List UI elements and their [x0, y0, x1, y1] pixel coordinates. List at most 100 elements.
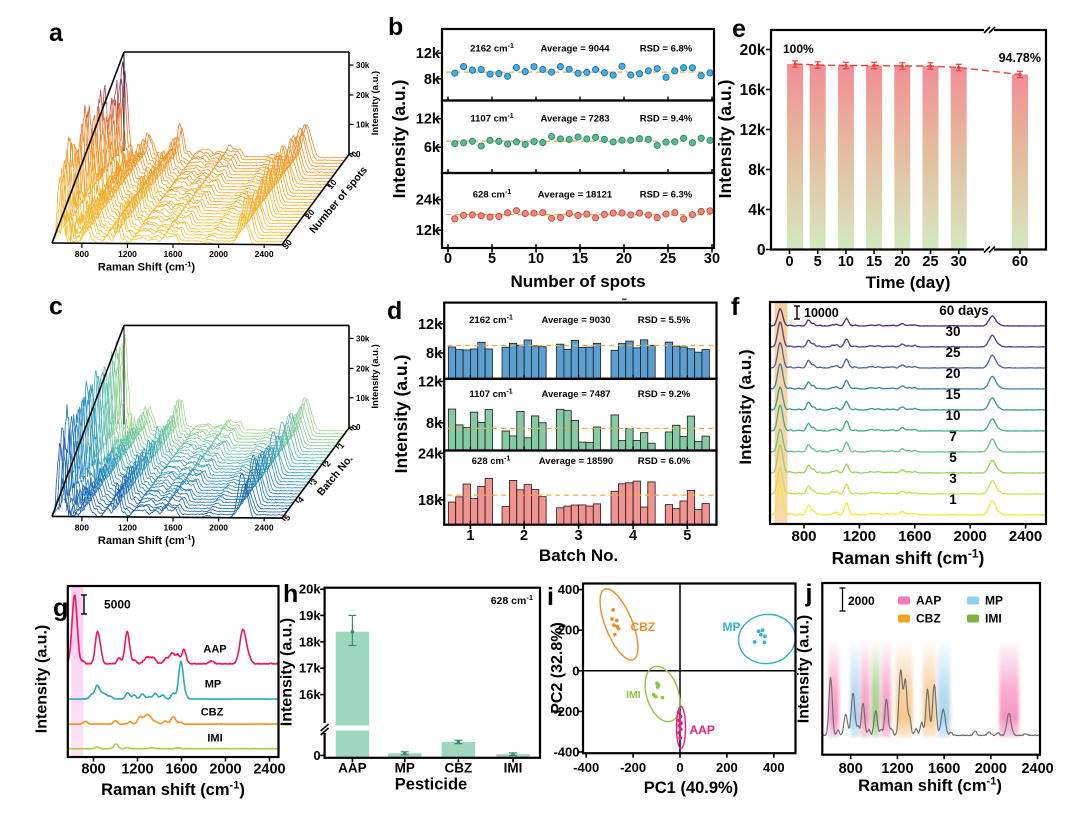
svg-text:CBZ: CBZ	[631, 620, 656, 634]
svg-text:30: 30	[951, 254, 967, 270]
svg-text:0: 0	[313, 748, 320, 763]
svg-text:2400: 2400	[255, 522, 274, 532]
svg-text:2000: 2000	[848, 594, 875, 608]
svg-text:1600: 1600	[928, 761, 960, 777]
svg-text:2400: 2400	[1021, 761, 1053, 777]
svg-text:RSD = 6.0%: RSD = 6.0%	[638, 456, 691, 467]
svg-text:MP: MP	[723, 620, 741, 634]
svg-text:0: 0	[572, 663, 579, 678]
svg-text:1600: 1600	[898, 528, 931, 545]
svg-text:2400: 2400	[255, 249, 274, 259]
svg-text:d: d	[387, 297, 402, 325]
svg-text:i: i	[547, 583, 554, 611]
svg-text:7: 7	[949, 429, 957, 444]
svg-text:0: 0	[444, 251, 452, 267]
svg-text:Intensity (a.u.): Intensity (a.u.)	[736, 349, 755, 464]
svg-text:e: e	[732, 15, 746, 43]
svg-text:25: 25	[945, 345, 961, 360]
svg-text:CBZ: CBZ	[445, 761, 473, 776]
svg-text:15: 15	[866, 254, 882, 270]
svg-text:2162 cm-1: 2162 cm-1	[470, 43, 514, 55]
svg-text:20k: 20k	[740, 42, 766, 59]
svg-text:1: 1	[949, 492, 957, 507]
svg-text:j: j	[805, 580, 813, 608]
svg-text:Average = 18590: Average = 18590	[539, 456, 613, 467]
svg-text:Average = 9044: Average = 9044	[540, 44, 610, 55]
svg-text:200: 200	[558, 623, 580, 638]
svg-text:MP: MP	[985, 594, 1003, 608]
svg-text:20k: 20k	[356, 364, 370, 373]
svg-text:3: 3	[309, 476, 320, 486]
svg-text:4: 4	[629, 528, 637, 544]
svg-text:1: 1	[335, 440, 346, 450]
svg-text:8k: 8k	[426, 346, 443, 362]
svg-text:RSD = 9.4%: RSD = 9.4%	[640, 114, 693, 125]
svg-text:0: 0	[785, 254, 793, 270]
svg-text:20k: 20k	[356, 91, 370, 100]
svg-text:Intensity (a.u.): Intensity (a.u.)	[389, 80, 409, 199]
svg-text:0: 0	[356, 423, 361, 432]
svg-text:20: 20	[945, 366, 960, 381]
svg-text:Intensity (a.u.): Intensity (a.u.)	[370, 71, 381, 135]
svg-text:10000: 10000	[804, 306, 839, 320]
svg-text:Average = 7487: Average = 7487	[541, 389, 610, 400]
svg-text:19k: 19k	[299, 608, 321, 623]
svg-text:12k: 12k	[416, 223, 441, 239]
svg-text:10: 10	[945, 408, 960, 423]
svg-text:5: 5	[488, 251, 496, 267]
svg-text:PC1 (40.9%): PC1 (40.9%)	[644, 779, 738, 797]
svg-text:18k: 18k	[299, 634, 321, 649]
svg-text:3: 3	[949, 471, 957, 486]
svg-text:MP: MP	[205, 679, 222, 691]
svg-text:2000: 2000	[954, 528, 987, 545]
svg-text:8k: 8k	[426, 416, 443, 432]
svg-text:-400: -400	[553, 745, 579, 760]
svg-text:5: 5	[949, 450, 957, 465]
svg-text:-400: -400	[573, 760, 599, 775]
svg-text:15: 15	[572, 251, 588, 267]
svg-text:a: a	[49, 19, 64, 47]
svg-text:b: b	[388, 13, 403, 41]
svg-text:24k: 24k	[416, 193, 441, 209]
svg-text:Intensity (a.u.): Intensity (a.u.)	[34, 625, 51, 733]
svg-text:f: f	[731, 293, 740, 321]
svg-text:10k: 10k	[356, 394, 370, 403]
svg-text:1200: 1200	[118, 249, 137, 259]
svg-text:Intensity (a.u.): Intensity (a.u.)	[391, 355, 411, 474]
svg-text:800: 800	[75, 249, 89, 259]
svg-text:Intensity (a.u.): Intensity (a.u.)	[715, 80, 735, 199]
svg-text:1200: 1200	[118, 522, 137, 532]
svg-text:628 cm-1: 628 cm-1	[472, 455, 511, 467]
svg-text:25: 25	[922, 254, 938, 270]
svg-text:200: 200	[716, 760, 738, 775]
svg-text:AAP: AAP	[690, 723, 715, 737]
svg-text:0: 0	[349, 422, 360, 432]
svg-text:25: 25	[660, 251, 676, 267]
svg-text:CBZ: CBZ	[201, 707, 224, 719]
svg-text:CBZ: CBZ	[916, 612, 941, 626]
svg-text:Raman shift (cm-1): Raman shift (cm-1)	[858, 776, 1002, 795]
svg-text:8k: 8k	[748, 162, 766, 179]
svg-text:5: 5	[814, 254, 822, 270]
svg-text:IMI: IMI	[626, 689, 641, 701]
svg-text:-200: -200	[553, 704, 579, 719]
svg-text:1200: 1200	[843, 528, 876, 545]
svg-text:18k: 18k	[418, 493, 443, 509]
svg-text:Raman Shift (cm-1): Raman Shift (cm-1)	[98, 533, 195, 547]
svg-text:Time (day): Time (day)	[866, 273, 951, 292]
svg-text:RSD = 9.2%: RSD = 9.2%	[638, 389, 691, 400]
svg-text:60 days: 60 days	[939, 303, 989, 318]
svg-text:30k: 30k	[356, 61, 370, 70]
svg-text:IMI: IMI	[985, 612, 1002, 626]
svg-text:IMI: IMI	[207, 733, 222, 745]
svg-text:IMI: IMI	[504, 761, 523, 776]
svg-text:Intensity (a.u.): Intensity (a.u.)	[796, 615, 813, 723]
svg-text:4k: 4k	[748, 202, 766, 219]
svg-text:16k: 16k	[740, 82, 766, 99]
svg-text:10: 10	[528, 251, 544, 267]
svg-text:6k: 6k	[424, 140, 441, 156]
svg-text:PC2 (32.8%): PC2 (32.8%)	[549, 622, 566, 714]
svg-text:800: 800	[75, 522, 89, 532]
svg-text:1600: 1600	[165, 762, 197, 778]
svg-text:-200: -200	[620, 760, 646, 775]
